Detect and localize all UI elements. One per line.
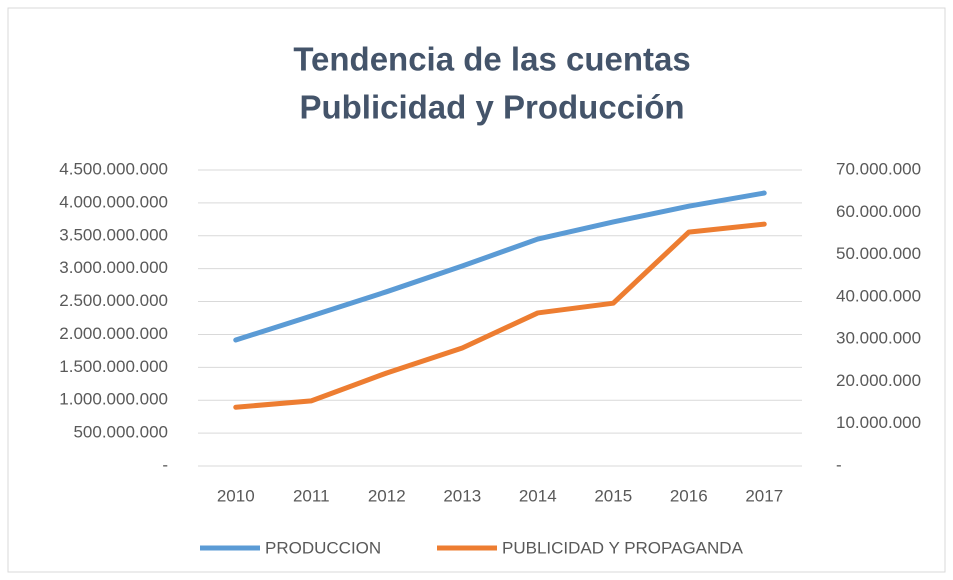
legend-label: PRODUCCION [265,538,381,557]
y-tick-label: - [162,455,168,474]
chart-title: Tendencia de las cuentas [293,41,690,78]
y2-tick-label: 60.000.000 [836,202,921,221]
y-tick-label: 500.000.000 [73,423,168,442]
x-tick-label: 2016 [670,486,708,505]
y-tick-label: 1.500.000.000 [59,357,168,376]
y-tick-label: 2.000.000.000 [59,324,168,343]
chart-title: Publicidad y Producción [299,89,684,126]
y2-tick-label: - [836,455,842,474]
chart-border [7,7,946,573]
y-tick-label: 3.500.000.000 [59,225,168,244]
series-line [233,221,767,410]
y2-tick-label: 50.000.000 [836,244,921,263]
series-line [233,190,767,343]
y2-tick-label: 40.000.000 [836,286,921,305]
y-tick-label: 4.000.000.000 [59,192,168,211]
y2-tick-label: 10.000.000 [836,413,921,432]
y2-tick-label: 20.000.000 [836,371,921,390]
y2-tick-label: 30.000.000 [836,329,921,348]
y-tick-label: 1.000.000.000 [59,390,168,409]
legend-label: PUBLICIDAD Y PROPAGANDA [502,538,744,557]
x-tick-label: 2015 [594,486,632,505]
y-tick-label: 3.000.000.000 [59,258,168,277]
x-tick-label: 2014 [519,486,557,505]
x-tick-label: 2013 [443,486,481,505]
y-tick-label: 4.500.000.000 [59,159,168,178]
y-tick-label: 2.500.000.000 [59,291,168,310]
y2-tick-label: 70.000.000 [836,159,921,178]
x-tick-label: 2011 [293,486,330,505]
x-tick-label: 2017 [745,486,783,505]
x-tick-label: 2010 [217,486,255,505]
x-tick-label: 2012 [368,486,406,505]
